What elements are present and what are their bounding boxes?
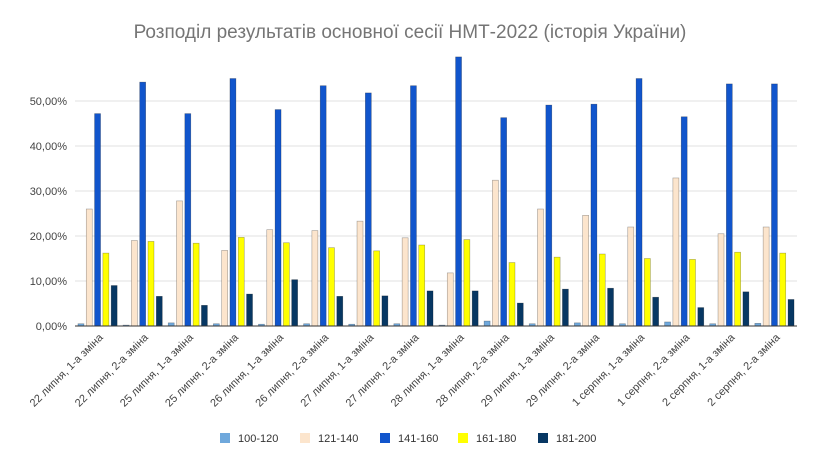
bar-181-200 xyxy=(787,299,795,327)
chart-title: Розподіл результатів основної сесії НМТ-… xyxy=(134,22,687,43)
bar-141-160 xyxy=(274,109,282,327)
bar-181-200 xyxy=(201,304,208,327)
bar-181-200 xyxy=(426,290,434,327)
bar-141-160 xyxy=(500,117,507,327)
y-axis-ticks: 0,00% 10,00% 20,00% 30,00% 40,00% 50,00% xyxy=(30,96,68,333)
bar-161-180 xyxy=(418,244,426,327)
bar-121-140 xyxy=(85,208,93,327)
bar-161-180 xyxy=(553,256,561,327)
bar-121-140 xyxy=(131,240,138,327)
bar-161-180 xyxy=(147,241,155,327)
bar-161-180 xyxy=(192,242,200,327)
legend-swatch xyxy=(458,433,468,443)
bar-161-180 xyxy=(598,253,606,327)
legend-label: 121-140 xyxy=(318,433,358,445)
bar-141-160 xyxy=(590,103,598,327)
bar-121-140 xyxy=(311,230,319,327)
x-tick-label: 22 липня, 1-а зміна xyxy=(28,331,107,410)
bar-121-140 xyxy=(401,237,409,327)
bar-161-180 xyxy=(463,239,471,327)
bar-121-140 xyxy=(537,208,544,327)
bar-181-200 xyxy=(155,295,163,327)
bar-181-200 xyxy=(697,307,705,327)
bar-161-180 xyxy=(508,262,516,327)
y-tick-label: 50,00% xyxy=(30,96,68,108)
bar-161-180 xyxy=(373,250,380,327)
bar-161-180 xyxy=(283,242,290,327)
bar-161-180 xyxy=(237,237,245,327)
bar-181-200 xyxy=(652,296,659,327)
bar-181-200 xyxy=(291,279,298,327)
bar-121-140 xyxy=(672,177,680,327)
bar-121-140 xyxy=(446,272,454,327)
bar-121-140 xyxy=(717,233,725,327)
bar-181-200 xyxy=(471,290,479,327)
legend-swatch xyxy=(538,433,548,443)
bar-100-120 xyxy=(664,321,671,327)
bar-121-140 xyxy=(221,250,228,327)
bar-181-200 xyxy=(381,295,389,327)
bar-141-160 xyxy=(229,78,237,327)
bar-121-140 xyxy=(492,179,499,327)
bar-181-200 xyxy=(246,293,253,327)
bar-161-180 xyxy=(779,252,787,327)
bar-181-200 xyxy=(607,287,614,327)
bar-161-180 xyxy=(102,252,110,327)
bar-181-200 xyxy=(742,291,750,327)
legend-label: 141-160 xyxy=(398,433,438,445)
bar-141-160 xyxy=(680,116,688,327)
bar-161-180 xyxy=(328,247,335,327)
gridlines xyxy=(75,100,797,327)
y-tick-label: 40,00% xyxy=(30,141,68,153)
bar-100-120 xyxy=(483,320,491,327)
bar-181-200 xyxy=(336,295,344,327)
bar-141-160 xyxy=(365,92,372,327)
bar-141-160 xyxy=(139,81,146,327)
y-tick-label: 30,00% xyxy=(30,186,68,198)
bar-181-200 xyxy=(516,302,524,327)
bar-121-140 xyxy=(762,226,770,327)
bar-141-160 xyxy=(94,113,101,327)
bar-141-160 xyxy=(319,85,327,327)
bar-141-160 xyxy=(410,85,417,327)
legend-swatch xyxy=(300,433,310,443)
legend-swatch xyxy=(220,433,230,443)
bar-121-140 xyxy=(266,229,274,327)
bar-141-160 xyxy=(184,113,192,327)
legend-label: 181-200 xyxy=(556,433,596,445)
bar-121-140 xyxy=(627,226,635,327)
legend: 100-120 121-140 141-160 161-180 181-200 xyxy=(220,433,596,445)
bar-141-160 xyxy=(635,78,643,327)
bar-161-180 xyxy=(689,259,696,327)
y-tick-label: 0,00% xyxy=(36,321,67,333)
bar-121-140 xyxy=(582,215,589,327)
bar-121-140 xyxy=(356,220,364,327)
bar-121-140 xyxy=(176,200,183,327)
y-tick-label: 20,00% xyxy=(30,231,68,243)
legend-swatch xyxy=(380,433,390,443)
bar-141-160 xyxy=(771,83,778,327)
bar-141-160 xyxy=(455,56,462,327)
legend-label: 161-180 xyxy=(476,433,516,445)
bar-181-200 xyxy=(562,288,569,327)
bar-161-180 xyxy=(734,251,741,327)
bar-181-200 xyxy=(110,285,118,327)
legend-label: 100-120 xyxy=(238,433,278,445)
y-tick-label: 10,00% xyxy=(30,276,68,288)
bar-141-160 xyxy=(545,104,553,327)
bar-141-160 xyxy=(726,83,733,327)
bar-161-180 xyxy=(644,258,651,327)
